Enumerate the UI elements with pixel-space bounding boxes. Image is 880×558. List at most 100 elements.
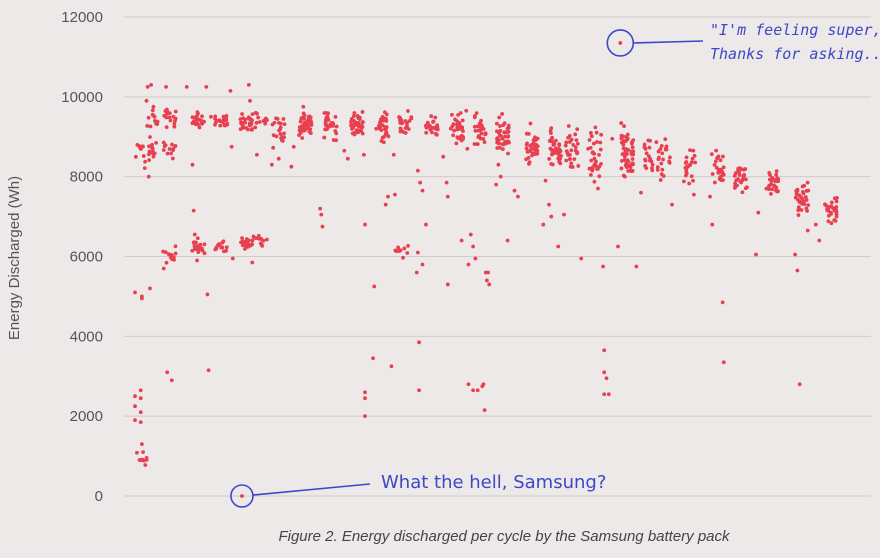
data-point	[249, 242, 254, 247]
data-point	[245, 244, 250, 249]
data-point	[318, 206, 323, 211]
data-point	[567, 134, 572, 138]
data-point	[291, 144, 296, 149]
data-point	[803, 195, 808, 199]
data-point	[359, 123, 364, 128]
data-point	[524, 146, 529, 151]
data-point	[569, 161, 574, 166]
data-point	[319, 212, 324, 217]
data-point	[498, 124, 502, 128]
data-point	[198, 242, 203, 247]
data-point	[195, 258, 200, 263]
data-point	[374, 126, 379, 131]
data-point	[409, 115, 414, 120]
data-point	[240, 236, 244, 241]
data-point	[592, 156, 597, 161]
data-point	[133, 154, 138, 159]
data-point	[505, 126, 510, 131]
data-point	[164, 260, 169, 265]
data-point	[597, 174, 602, 179]
data-point	[163, 250, 168, 255]
data-point	[530, 153, 534, 158]
data-point	[459, 238, 464, 243]
data-point	[720, 170, 725, 175]
data-point	[563, 143, 568, 148]
data-point	[146, 115, 151, 120]
data-point	[588, 173, 593, 177]
data-point	[324, 122, 328, 127]
data-point	[618, 41, 623, 45]
data-point	[302, 128, 307, 132]
data-point	[829, 204, 834, 209]
data-point	[629, 141, 634, 146]
data-point	[133, 290, 137, 295]
data-point	[250, 127, 254, 131]
data-point	[386, 194, 390, 199]
data-point	[351, 125, 356, 130]
data-point	[689, 160, 694, 165]
data-point	[389, 364, 394, 369]
data-point	[468, 232, 473, 237]
data-point	[554, 146, 558, 151]
data-point	[601, 264, 605, 269]
data-point	[276, 156, 281, 161]
data-point	[654, 140, 659, 145]
data-point	[774, 188, 778, 193]
data-point	[575, 127, 580, 132]
data-point	[574, 138, 579, 143]
data-point	[399, 118, 404, 122]
data-point	[691, 178, 695, 183]
data-point	[144, 457, 149, 462]
data-point	[138, 145, 142, 150]
data-point	[710, 172, 715, 176]
data-point	[441, 154, 446, 159]
data-point	[740, 177, 745, 182]
data-point	[165, 111, 169, 116]
data-point	[246, 82, 251, 87]
data-point	[167, 147, 172, 151]
data-point	[240, 494, 244, 498]
data-point	[597, 152, 601, 157]
data-point	[150, 108, 155, 113]
data-point	[687, 181, 692, 186]
data-point	[148, 286, 152, 291]
data-point	[383, 202, 388, 207]
annotation-text-high: "I'm feeling super,	[710, 21, 880, 39]
data-point	[477, 128, 482, 133]
data-point	[474, 111, 479, 116]
data-point	[817, 238, 822, 243]
data-point	[384, 118, 389, 122]
data-point	[172, 124, 177, 129]
data-point	[473, 114, 477, 118]
data-point	[472, 124, 477, 129]
data-point	[713, 159, 718, 164]
data-point	[734, 178, 739, 183]
data-point	[138, 420, 143, 425]
data-point	[417, 388, 421, 393]
data-point	[271, 133, 276, 138]
data-point	[646, 138, 651, 143]
data-point	[549, 214, 554, 219]
data-point	[213, 122, 217, 127]
data-point	[217, 242, 222, 246]
data-point	[141, 450, 145, 454]
data-point	[598, 147, 603, 152]
data-point	[829, 211, 834, 216]
data-point	[599, 132, 604, 137]
data-point	[626, 169, 631, 173]
data-point	[382, 134, 386, 139]
data-point	[594, 130, 599, 135]
data-point	[382, 110, 387, 115]
data-point	[164, 107, 169, 112]
data-point	[391, 152, 396, 157]
data-point	[823, 202, 827, 207]
data-point	[165, 151, 170, 156]
data-point	[650, 168, 655, 173]
data-point	[204, 84, 209, 89]
data-point	[721, 360, 726, 365]
data-point	[568, 157, 572, 161]
data-point	[623, 148, 628, 153]
data-point	[589, 158, 594, 163]
gridlines	[124, 16, 871, 497]
data-point	[146, 152, 151, 157]
